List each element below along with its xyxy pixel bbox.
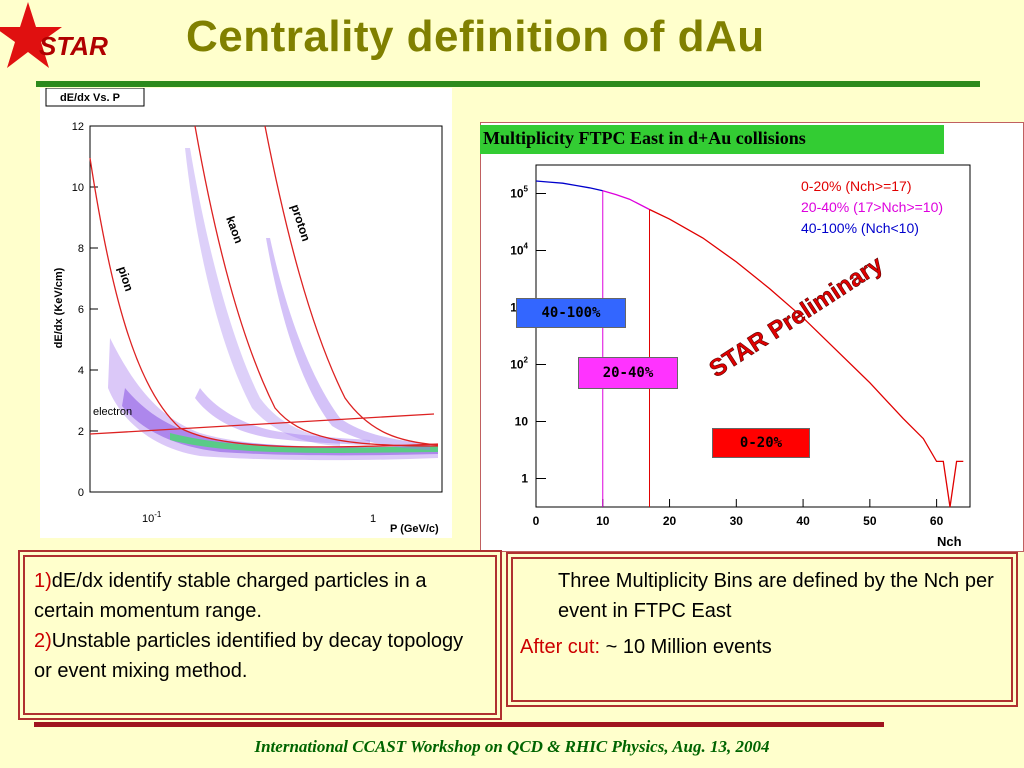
series-line-0 [649, 208, 964, 508]
star-logo: STAR [0, 0, 140, 80]
bin-label-0-20: 0-20% [712, 428, 810, 458]
plot-tag: dE/dx Vs. P [60, 92, 120, 104]
note-1: 1)dE/dx identify stable charged particle… [34, 566, 486, 626]
electron-curve [89, 413, 435, 435]
x-tick-label: 50 [863, 514, 877, 528]
electron-label: electron [93, 406, 132, 418]
note-2-text: Unstable particles identified by decay t… [34, 630, 464, 682]
series-line-1 [602, 190, 650, 211]
bethe-bloch-curves [89, 125, 439, 448]
kaon-label: kaon [223, 214, 246, 245]
legend-entry-1: 20-40% (17>Nch>=10) [801, 199, 943, 215]
after-cut-line: After cut: ~ 10 Million events [520, 632, 996, 662]
page-title: Centrality definition of dAu [186, 12, 765, 61]
xtick-1: 1 [370, 513, 376, 525]
bin-label-20-40: 20-40% [578, 357, 678, 389]
y-tick-label: 102 [510, 356, 528, 372]
x-tick-label: 0 [533, 514, 540, 528]
y-tick-label: 1 [521, 472, 528, 486]
kaon-curve [194, 125, 439, 447]
chart-title: Multiplicity FTPC East in d+Au collision… [480, 125, 944, 154]
logo-text: STAR [39, 31, 108, 61]
proton-label: proton [288, 203, 313, 243]
dedx-notes-box: 1)dE/dx identify stable charged particle… [18, 550, 502, 720]
bins-description: Three Multiplicity Bins are defined by t… [558, 570, 994, 622]
legend-entry-0: 0-20% (Nch>=17) [801, 178, 912, 194]
dedx-plot: dE/dx Vs. P 0 2 4 6 8 10 12 dE/dx (KeV/c… [45, 87, 443, 535]
ytick-6: 6 [78, 304, 84, 316]
star-preliminary-watermark: STAR Preliminary [705, 251, 889, 383]
note-2: 2)Unstable particles identified by decay… [34, 626, 486, 686]
pion-label: pion [115, 265, 136, 293]
chart-series [535, 180, 964, 508]
note-2-number: 2) [34, 630, 52, 652]
chart-axes: 0102030405060110102103104105 [510, 185, 943, 529]
ytick-2: 2 [78, 426, 84, 438]
title-rule [36, 81, 980, 87]
pion-curve [89, 157, 439, 448]
footer-rule [34, 722, 884, 727]
x-tick-label: 20 [663, 514, 677, 528]
multiplicity-plot-panel: 0102030405060110102103104105 0-20% (Nch>… [480, 122, 1024, 552]
ytick-8: 8 [78, 243, 84, 255]
multiplicity-notes-box: Three Multiplicity Bins are defined by t… [506, 552, 1018, 707]
dedx-scatter-band [108, 148, 438, 461]
chart-legend: 0-20% (Nch>=17) 20-40% (17>Nch>=10) 40-100… [801, 178, 943, 236]
after-cut-label: After cut: [520, 636, 601, 658]
note-1-text: dE/dx identify stable charged particles … [34, 570, 427, 622]
x-tick-label: 40 [796, 514, 810, 528]
after-cut-value: ~ 10 Million events [600, 636, 772, 658]
ytick-0: 0 [78, 487, 84, 499]
x-axis-label: P (GeV/c) [390, 523, 439, 535]
note-1-number: 1) [34, 570, 52, 592]
star-icon [0, 2, 62, 68]
multiplicity-chart: 0102030405060110102103104105 0-20% (Nch>… [510, 164, 971, 549]
plot-tag-box [45, 87, 145, 107]
chart-x-label: Nch [937, 534, 962, 549]
y-axis-label: dE/dx (KeV/cm) [53, 267, 65, 348]
bin-label-40-100: 40-100% [516, 298, 626, 328]
footer-text: International CCAST Workshop on QCD & RH… [254, 737, 770, 756]
series-line-2 [535, 180, 603, 192]
x-tick-label: 60 [930, 514, 944, 528]
y-axis-ticks: 0 2 4 6 8 10 12 [72, 121, 98, 499]
xtick-0p1: 10-1 [142, 510, 162, 525]
y-tick-label: 105 [510, 185, 528, 201]
y-tick-label: 104 [510, 242, 528, 258]
proton-curve [264, 125, 439, 446]
legend-entry-2: 40-100% (Nch<10) [801, 220, 919, 236]
x-tick-label: 30 [730, 514, 744, 528]
y-tick-label: 10 [515, 415, 529, 429]
ytick-12: 12 [72, 121, 84, 133]
x-tick-label: 10 [596, 514, 610, 528]
dedx-plot-panel: dE/dx Vs. P 0 2 4 6 8 10 12 dE/dx (KeV/c… [40, 87, 452, 538]
ytick-10: 10 [72, 182, 84, 194]
chart-frame [535, 164, 971, 508]
ytick-4: 4 [78, 365, 84, 377]
